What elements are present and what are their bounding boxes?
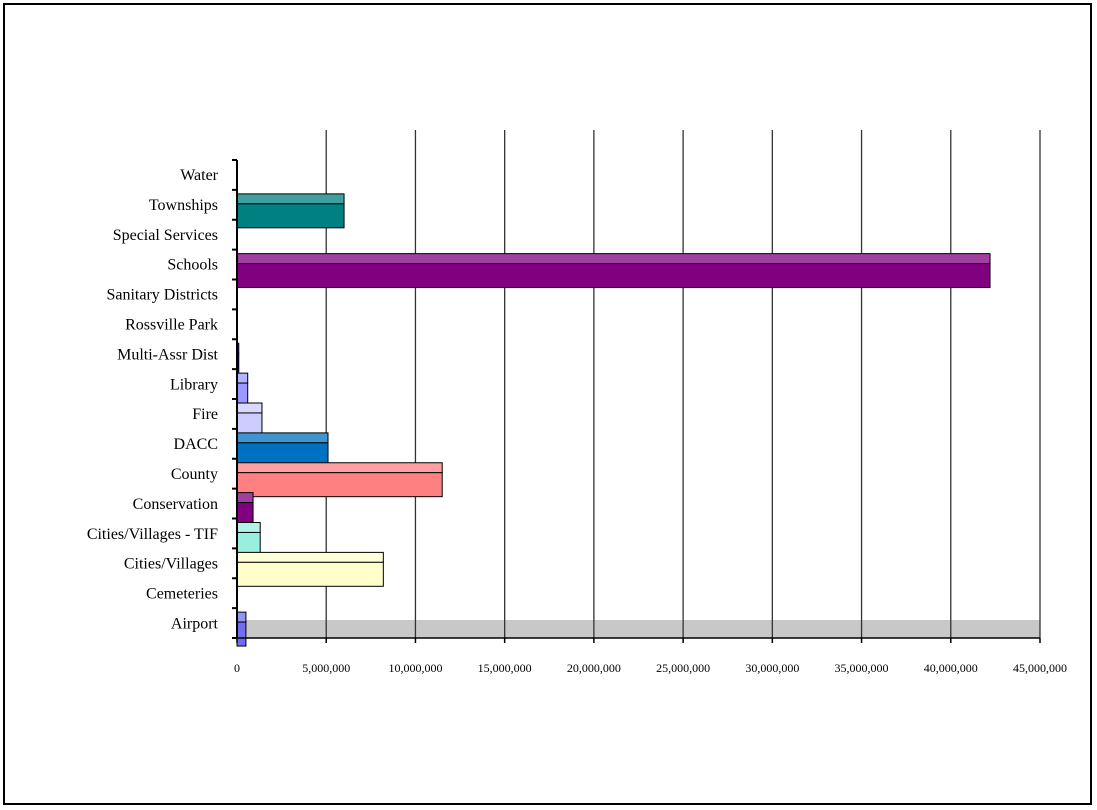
category-label: Conservation <box>133 496 218 513</box>
bar-top <box>236 611 247 623</box>
bar-top <box>236 193 345 205</box>
x-tick-label: 0 <box>234 661 240 675</box>
x-tick-label: 10,000,000 <box>388 661 442 675</box>
category-label: Cemeteries <box>146 586 218 603</box>
category-label: County <box>171 466 218 483</box>
x-tick-label: 25,000,000 <box>656 661 710 675</box>
x-tick-label: 15,000,000 <box>478 661 532 675</box>
category-label: Cities/Villages - TIF <box>87 526 218 543</box>
bar <box>236 611 247 647</box>
category-label: Library <box>170 376 218 393</box>
chart-floor <box>237 620 1040 638</box>
category-label: Rossville Park <box>125 317 218 334</box>
bar <box>236 492 254 528</box>
bar <box>236 521 261 557</box>
category-label: Fire <box>192 406 218 423</box>
bar-top <box>236 253 991 265</box>
bar-top <box>236 551 384 563</box>
bar-top <box>236 432 329 444</box>
x-tick-label: 30,000,000 <box>745 661 799 675</box>
bar <box>236 193 345 229</box>
bar-front <box>236 203 345 229</box>
bar-front <box>236 263 991 289</box>
bar <box>236 462 443 498</box>
category-label: Schools <box>167 257 218 274</box>
bar <box>236 551 384 587</box>
category-label: Cities/Villages <box>124 556 218 573</box>
category-label: Sanitary Districts <box>106 287 218 304</box>
category-label: Water <box>180 167 218 184</box>
x-tick-label: 20,000,000 <box>567 661 621 675</box>
bar-front <box>236 561 384 587</box>
bar-top <box>236 462 443 474</box>
x-tick-label: 5,000,000 <box>302 661 350 675</box>
category-label: Multi-Assr Dist <box>117 346 218 363</box>
x-tick-label: 35,000,000 <box>835 661 889 675</box>
bar-front <box>236 472 443 498</box>
category-label: Airport <box>171 616 219 633</box>
category-label: DACC <box>174 436 218 453</box>
x-tick-label: 45,000,000 <box>1013 661 1067 675</box>
bar-top <box>236 521 261 533</box>
bar <box>236 372 249 408</box>
chart-frame <box>3 3 1092 805</box>
bar <box>236 253 991 289</box>
bar-top <box>236 372 249 384</box>
bar <box>236 402 263 438</box>
bar <box>236 432 329 468</box>
bar-top <box>236 492 254 504</box>
category-label: Townships <box>149 197 218 214</box>
bar-front <box>236 621 247 647</box>
category-label: Special Services <box>113 227 218 244</box>
bar-top <box>236 402 263 414</box>
x-tick-label: 40,000,000 <box>924 661 978 675</box>
